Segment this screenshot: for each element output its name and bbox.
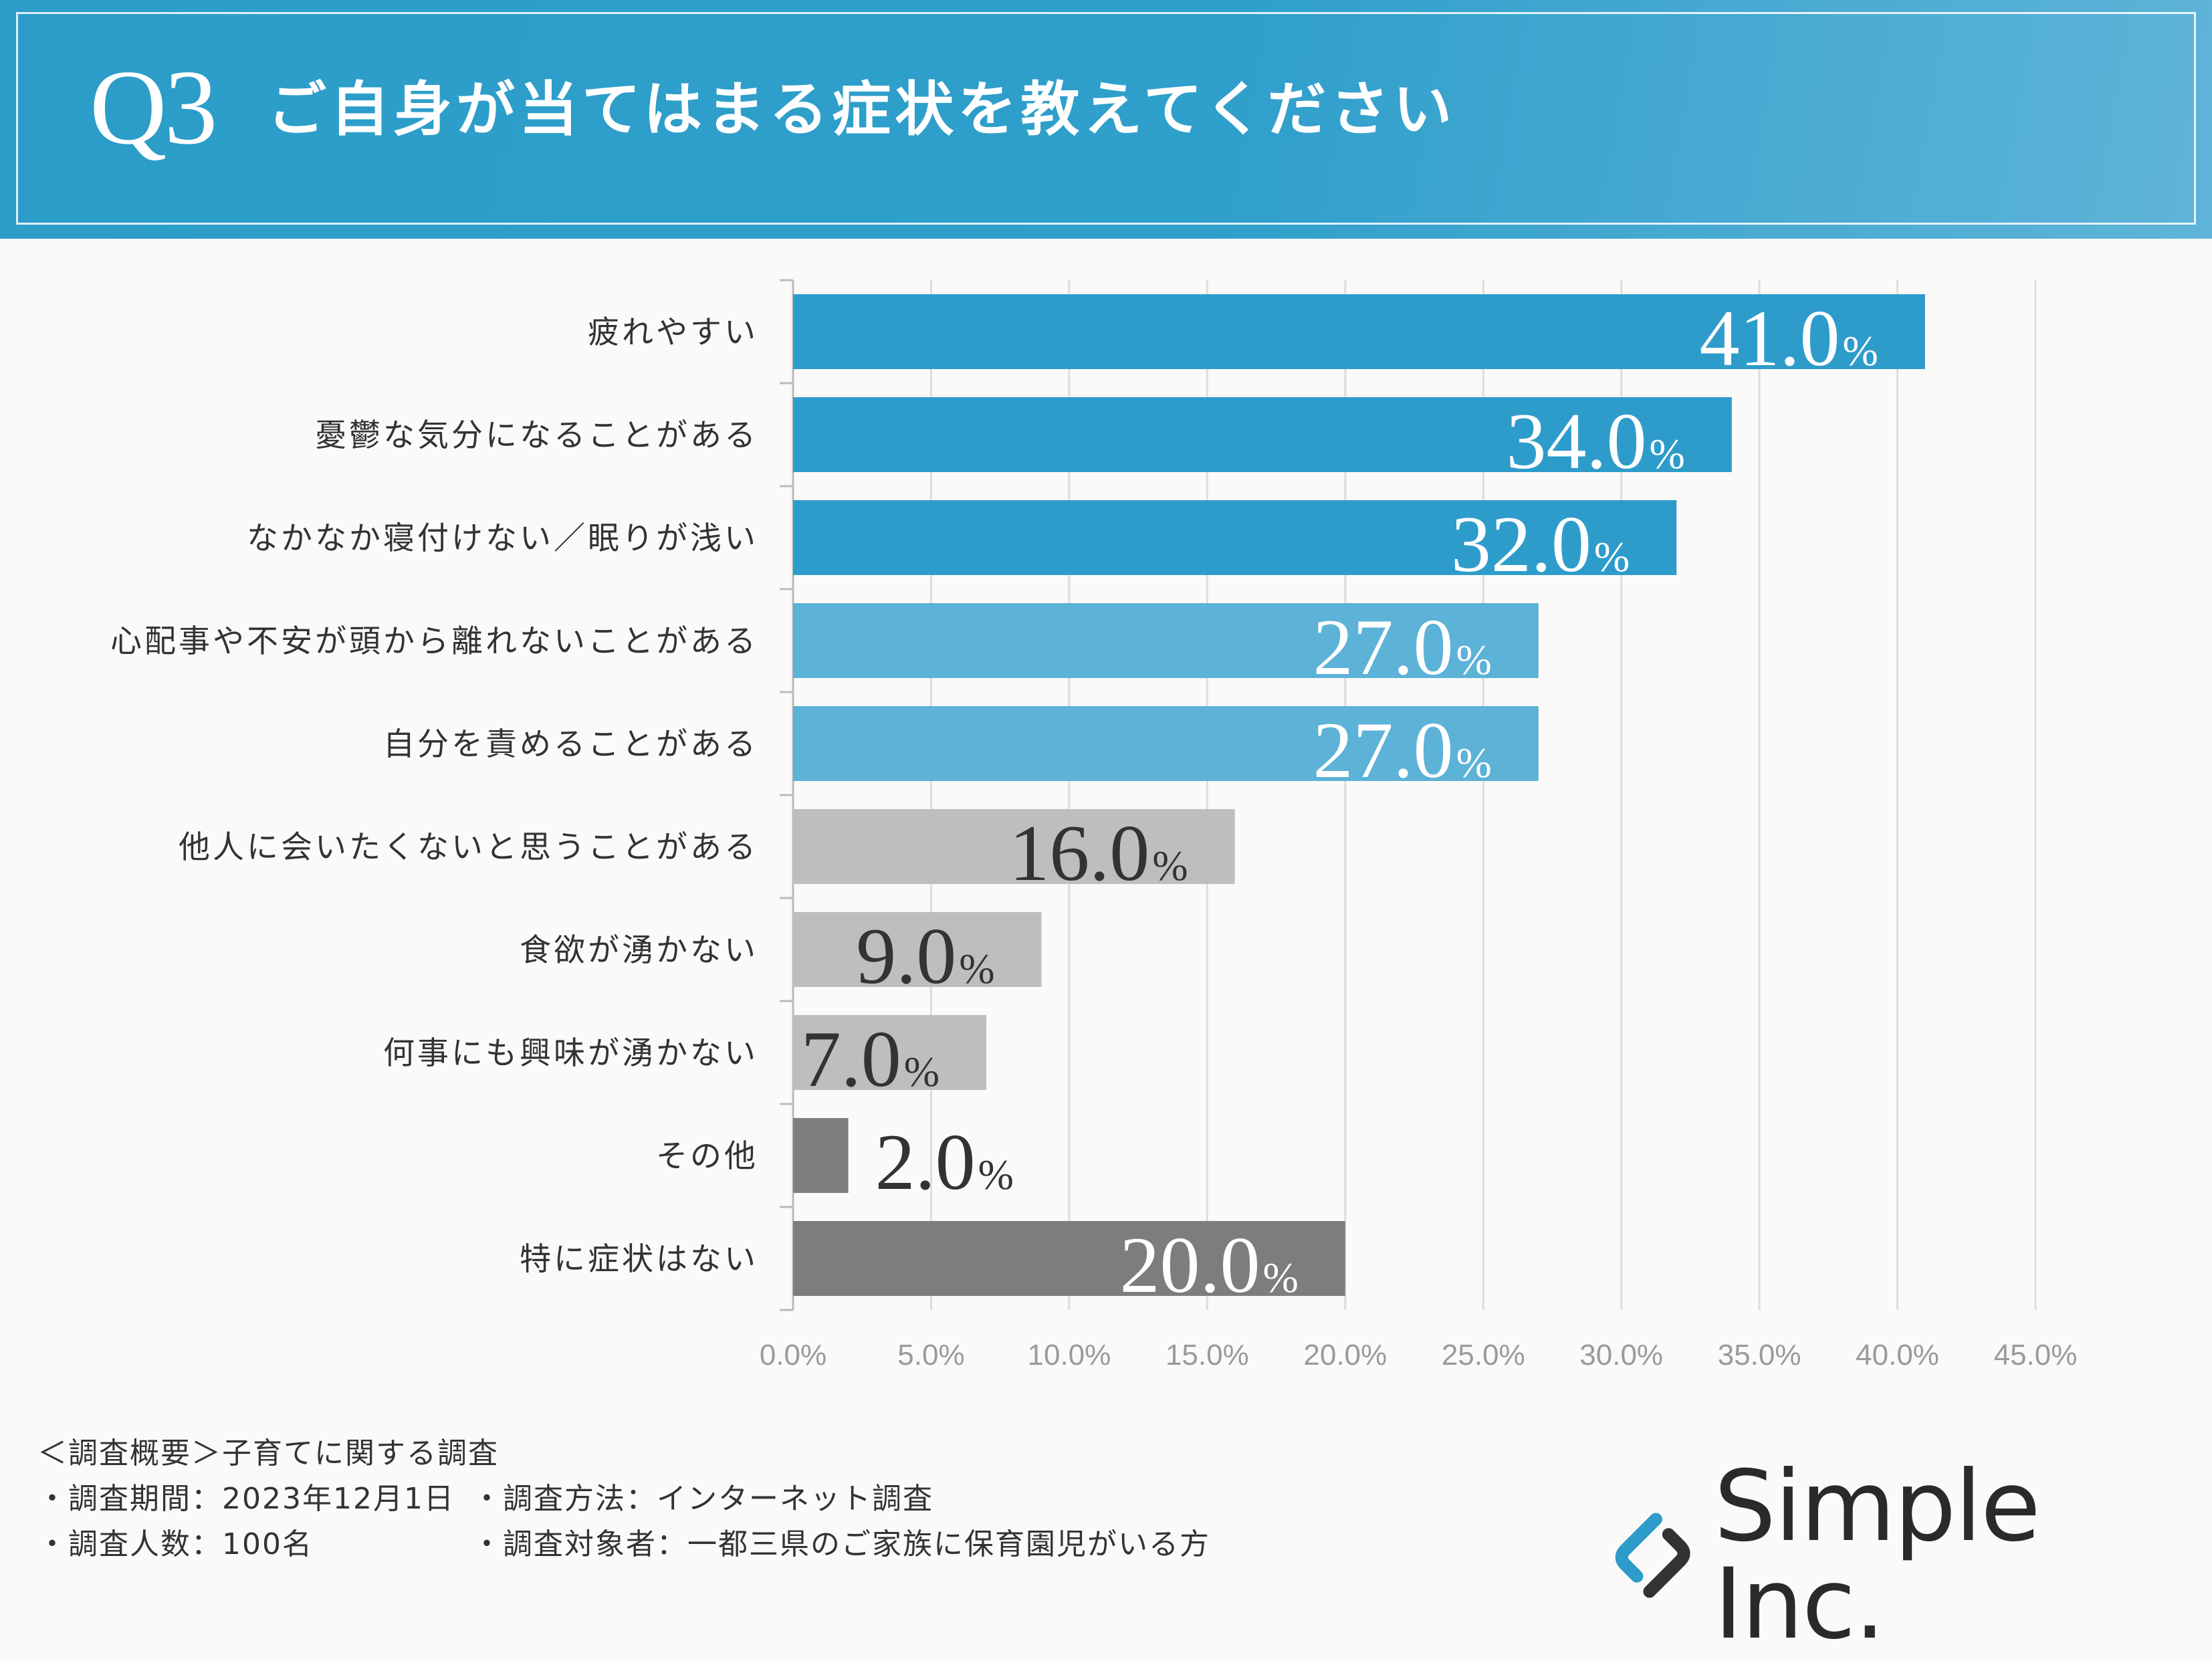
question-number: Q3: [90, 47, 218, 167]
category-label: その他: [656, 1138, 758, 1175]
data-label: 32.0%: [1451, 500, 1630, 588]
survey-target: ・調査対象者：一都三県のご家族に保育園児がいる方: [472, 1527, 1210, 1561]
bar: [793, 912, 1042, 987]
survey-title: ＜調査概要＞子育てに関する調査: [37, 1436, 499, 1470]
bar: [793, 294, 1925, 369]
bar: [793, 1118, 849, 1193]
bar: [793, 603, 1539, 678]
data-label-unit: %: [1594, 533, 1630, 580]
data-label-unit: %: [1456, 636, 1491, 683]
data-label-value: 7.0: [801, 1014, 901, 1103]
data-label: 16.0%: [1009, 808, 1188, 897]
category-label: 自分を責めることがある: [383, 726, 758, 763]
category-label: 憂鬱な気分になることがある: [315, 417, 758, 454]
data-label-unit: %: [1262, 1254, 1298, 1301]
data-label-value: 34.0: [1507, 397, 1647, 485]
header-banner: Q3 ご自身が当てはまる症状を教えてください: [0, 0, 2212, 239]
question-title: ご自身が当てはまる症状を教えてください: [267, 75, 1456, 144]
x-tick-label: 25.0%: [1442, 1339, 1525, 1371]
bar-chart: 0.0% 5.0% 10.0% 15.0% 20.0% 25.0% 30.0% 35.0% 40…: [110, 279, 2078, 1371]
label-layer: 疲れやすい 41.0% 憂鬱な気分になることがある 34.0% なかなか寝付けない／眠り…: [110, 294, 1878, 1309]
data-label-value: 20.0: [1119, 1220, 1260, 1309]
category-label: 何事にも興味が湧かない: [383, 1035, 758, 1072]
bar: [793, 1015, 987, 1090]
bar: [793, 1221, 1345, 1296]
survey-overview: ＜調査概要＞子育てに関する調査 ・調査期間：2023年12月1日 ・調査方法：イ…: [37, 1431, 1210, 1567]
data-label-value: 16.0: [1009, 808, 1149, 897]
survey-count: ・調査人数：100名: [37, 1527, 313, 1561]
header-frame: [16, 12, 2196, 225]
data-label: 41.0%: [1700, 294, 1878, 382]
bar: [793, 809, 1235, 884]
data-label-unit: %: [1456, 739, 1491, 786]
data-label-value: 2.0: [875, 1117, 976, 1206]
bar: [793, 706, 1539, 781]
data-label-unit: %: [904, 1048, 939, 1095]
category-label: 特に症状はない: [520, 1241, 758, 1278]
simple-logo-icon: [1615, 1513, 1690, 1598]
data-label-unit: %: [1152, 842, 1188, 889]
bar: [793, 397, 1732, 472]
data-label: 9.0%: [856, 911, 994, 1000]
bar-layer: [793, 294, 1925, 1296]
category-label: 心配事や不安が頭から離れないことがある: [110, 623, 758, 660]
x-tick-label: 5.0%: [897, 1339, 964, 1371]
data-label: 34.0%: [1507, 397, 1685, 485]
x-tick-label: 0.0%: [760, 1339, 826, 1371]
bar: [793, 500, 1677, 575]
category-label: なかなか寝付けない／眠りが浅い: [247, 520, 758, 557]
data-label: 20.0%: [1119, 1220, 1298, 1309]
survey-method: ・調査方法：インターネット調査: [472, 1482, 933, 1516]
company-name: Simple Inc.: [1714, 1450, 2041, 1661]
category-label: 食欲が湧かない: [520, 932, 758, 969]
x-tick-label: 30.0%: [1579, 1339, 1663, 1371]
x-tick-label: 20.0%: [1303, 1339, 1387, 1371]
x-tick-label: 45.0%: [1994, 1339, 2078, 1371]
data-label-value: 41.0: [1700, 294, 1840, 382]
category-label: 疲れやすい: [588, 314, 758, 351]
data-label-value: 27.0: [1313, 602, 1453, 691]
data-label: 27.0%: [1313, 602, 1491, 691]
survey-period: ・調査期間：2023年12月1日: [37, 1482, 455, 1516]
x-tick-label: 35.0%: [1718, 1339, 1801, 1371]
data-label-value: 32.0: [1451, 500, 1591, 588]
data-label-unit: %: [978, 1151, 1014, 1198]
data-label-value: 9.0: [856, 911, 956, 1000]
data-label-unit: %: [1650, 430, 1685, 477]
category-label: 他人に会いたくないと思うことがある: [179, 829, 758, 866]
x-tick-label: 15.0%: [1166, 1339, 1249, 1371]
data-label-unit: %: [959, 945, 994, 992]
company-logo: Simple Inc.: [1612, 1458, 2212, 1653]
data-label-value: 27.0: [1313, 705, 1453, 794]
x-tick-label: 40.0%: [1856, 1339, 1939, 1371]
data-label: 27.0%: [1313, 705, 1491, 794]
data-label: 2.0%: [875, 1117, 1014, 1206]
data-label-unit: %: [1843, 327, 1878, 374]
data-label: 7.0%: [801, 1014, 939, 1103]
x-tick-label: 10.0%: [1028, 1339, 1111, 1371]
